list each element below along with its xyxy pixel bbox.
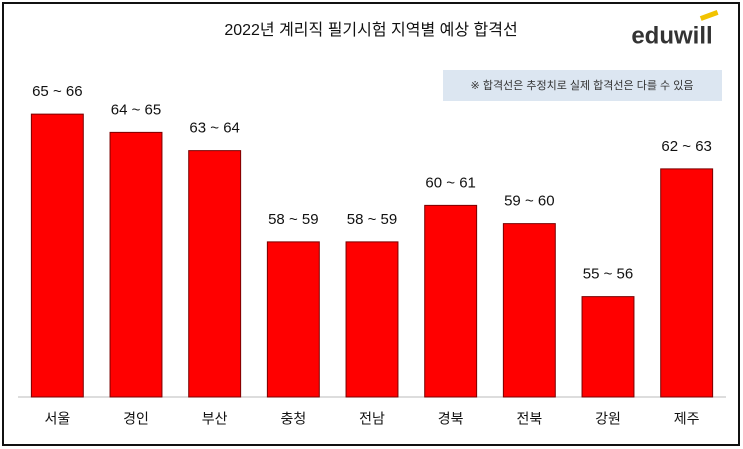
- bar: [188, 150, 242, 398]
- value-label: 64 ~ 65: [111, 101, 161, 118]
- x-tick-label: 경인: [123, 411, 149, 427]
- value-label: 59 ~ 60: [504, 193, 554, 210]
- x-tick-label: 부산: [202, 411, 228, 427]
- x-tick-label: 서울: [44, 411, 70, 427]
- note: ※ 합격선은 추정치로 실제 합격선은 다를 수 있음: [471, 79, 694, 92]
- bar: [266, 241, 320, 398]
- x-tick-label: 전북: [516, 411, 542, 427]
- x-tick-label: 강원: [595, 411, 621, 427]
- value-label: 60 ~ 61: [425, 174, 475, 191]
- value-label: 55 ~ 56: [583, 266, 633, 283]
- value-label: 63 ~ 64: [189, 120, 239, 137]
- value-label: 62 ~ 63: [661, 138, 711, 155]
- note-box: [443, 70, 722, 101]
- bar: [581, 296, 635, 398]
- bar: [30, 113, 84, 398]
- logo-accent: [699, 10, 719, 21]
- bar: [502, 223, 556, 398]
- bar: [424, 204, 478, 398]
- bar: [660, 168, 714, 398]
- bar: [345, 241, 399, 398]
- chart-title: 2022년 계리직 필기시험 지역별 예상 합격선: [224, 21, 517, 39]
- logo: eduwill: [631, 22, 712, 49]
- value-label: 65 ~ 66: [32, 83, 82, 100]
- x-tick-label: 경북: [438, 411, 464, 427]
- x-tick-label: 제주: [674, 411, 700, 427]
- x-tick-label: 전남: [359, 411, 385, 427]
- value-label: 58 ~ 59: [347, 211, 397, 228]
- value-label: 58 ~ 59: [268, 211, 318, 228]
- bar: [109, 131, 163, 398]
- x-tick-label: 충청: [280, 411, 306, 427]
